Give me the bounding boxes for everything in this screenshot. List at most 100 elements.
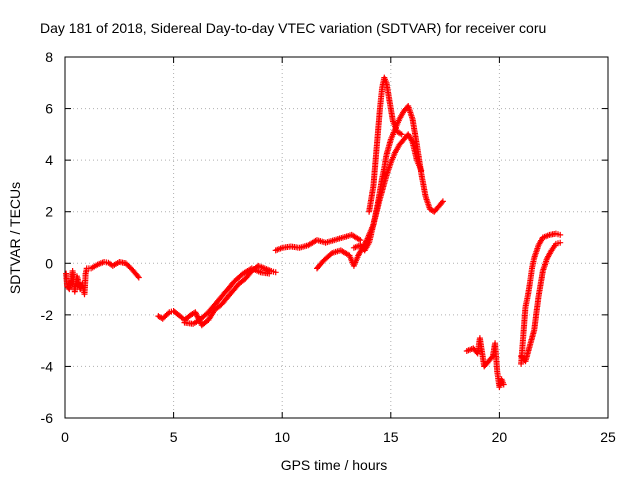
data-point <box>90 267 92 269</box>
data-point <box>559 242 561 244</box>
y-tick-label: 8 <box>45 49 53 65</box>
data-point <box>403 139 405 141</box>
series-arc-1 <box>63 259 142 298</box>
data-point <box>412 141 414 143</box>
x-tick-label: 10 <box>274 429 290 445</box>
data-point <box>290 246 292 248</box>
axis-ticks <box>64 56 609 419</box>
data-point <box>479 337 481 339</box>
data-point <box>349 255 351 257</box>
series-arc-4 <box>272 231 364 254</box>
data-point <box>340 249 342 251</box>
data-point <box>381 87 383 89</box>
data-point <box>372 185 374 187</box>
data-point <box>359 244 361 246</box>
data-point <box>368 211 370 213</box>
data-point <box>385 175 387 177</box>
data-point <box>533 329 535 331</box>
data-point <box>364 249 366 251</box>
data-point <box>351 234 353 236</box>
data-point <box>520 363 522 365</box>
data-point <box>342 237 344 238</box>
data-point <box>396 131 398 133</box>
data-point <box>275 271 277 273</box>
data-point <box>216 301 218 303</box>
data-point <box>112 265 114 267</box>
data-point <box>138 276 140 278</box>
data-point <box>546 257 548 259</box>
data-point <box>477 353 479 355</box>
data-point <box>173 310 175 312</box>
data-point <box>225 291 227 293</box>
data-point <box>555 243 557 245</box>
data-point <box>359 239 361 241</box>
series-arc-7 <box>366 74 405 215</box>
data-point <box>381 177 383 179</box>
data-point <box>71 278 73 280</box>
data-point <box>157 315 159 317</box>
data-point <box>379 190 381 192</box>
data-point <box>529 345 531 347</box>
data-point <box>390 108 392 110</box>
data-point <box>385 154 387 156</box>
data-point <box>233 280 235 282</box>
data-point <box>316 267 318 269</box>
data-point <box>194 311 196 313</box>
data-point <box>325 242 327 244</box>
y-tick-labels: -6 -4 -2 0 2 4 6 8 <box>41 49 54 426</box>
data-point <box>214 309 216 311</box>
data-point <box>527 296 529 298</box>
plot-frame <box>64 56 609 419</box>
data-point <box>201 324 203 326</box>
data-point <box>529 283 531 285</box>
data-point <box>275 249 277 251</box>
data-point <box>542 270 544 272</box>
series-arc-8 <box>463 335 507 391</box>
series-markers <box>350 103 446 254</box>
data-point <box>238 283 240 285</box>
data-point <box>162 318 164 320</box>
data-point <box>392 120 394 122</box>
data-point <box>551 249 553 251</box>
data-point <box>401 133 403 135</box>
x-axis-label: GPS time / hours <box>281 457 388 473</box>
data-point <box>390 162 392 164</box>
data-point <box>407 133 409 135</box>
data-point <box>125 262 127 264</box>
data-point <box>524 360 526 362</box>
data-point <box>307 244 309 246</box>
data-point <box>251 267 253 269</box>
data-point <box>531 267 533 269</box>
data-point <box>192 323 194 325</box>
data-point <box>520 355 522 357</box>
data-point <box>264 267 266 269</box>
series-markers <box>463 335 507 391</box>
data-point <box>66 285 68 287</box>
data-point <box>472 347 474 349</box>
data-point <box>438 206 440 208</box>
y-tick-label: 2 <box>45 204 53 220</box>
data-point <box>131 269 133 271</box>
data-point <box>85 273 87 275</box>
data-point <box>442 200 444 202</box>
data-point <box>74 291 76 293</box>
data-point <box>388 95 390 97</box>
data-point <box>496 371 498 373</box>
y-tick-label: -2 <box>41 307 54 323</box>
data-point <box>97 264 99 266</box>
data-point <box>316 239 318 241</box>
y-tick-label: 0 <box>45 255 53 271</box>
data-point <box>84 293 86 295</box>
data-point <box>270 270 272 272</box>
data-point <box>398 118 400 120</box>
data-point <box>559 234 561 236</box>
data-point <box>483 365 485 367</box>
data-point <box>488 360 490 362</box>
data-point <box>522 334 524 336</box>
data-point <box>168 311 170 313</box>
data-point <box>466 350 468 352</box>
data-point <box>103 261 105 263</box>
data-point <box>220 304 222 306</box>
data-point <box>492 355 494 357</box>
